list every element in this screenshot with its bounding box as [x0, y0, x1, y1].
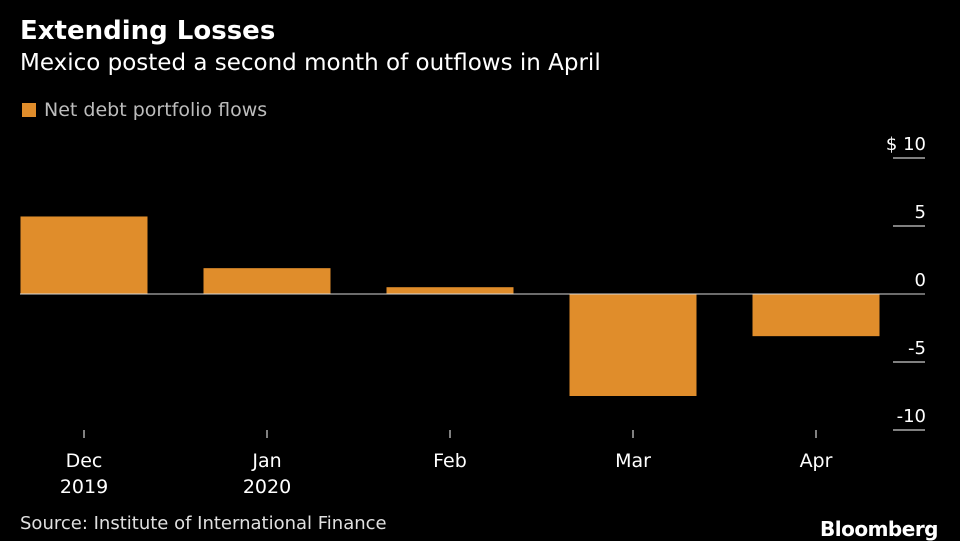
bar-feb — [386, 287, 514, 294]
x-tick-label: 2020 — [243, 476, 291, 498]
bar-jan — [203, 268, 331, 294]
x-tick-label: Jan — [251, 450, 281, 472]
y-tick-label: 5 — [915, 202, 926, 223]
bar-apr — [752, 294, 880, 337]
x-axis: Dec 2019 Jan 2020 Feb Mar Apr — [60, 430, 833, 498]
y-tick-label: -10 — [897, 406, 926, 427]
legend-swatch — [22, 103, 36, 117]
legend-label: Net debt portfolio flows — [44, 99, 268, 121]
y-axis: $ 10 5 0 -5 -10 — [886, 134, 926, 431]
x-tick-label: 2019 — [60, 476, 108, 498]
bars-layer — [20, 216, 880, 396]
source-note: Source: Institute of International Finan… — [20, 513, 387, 534]
bloomberg-logo: Bloomberg — [820, 517, 938, 541]
y-tick-label: $ 10 — [886, 134, 926, 155]
chart-subtitle: Mexico posted a second month of outflows… — [20, 50, 601, 76]
x-tick-label: Feb — [433, 450, 467, 472]
y-tick-label: 0 — [915, 270, 926, 291]
x-tick-label: Apr — [800, 450, 833, 472]
legend: Net debt portfolio flows — [22, 99, 267, 121]
x-tick-label: Dec — [66, 450, 103, 472]
bar-mar — [569, 294, 697, 396]
x-tick-label: Mar — [615, 450, 651, 472]
bar-dec — [20, 216, 148, 294]
chart-title: Extending Losses — [20, 16, 276, 46]
y-tick-label: -5 — [908, 338, 926, 359]
